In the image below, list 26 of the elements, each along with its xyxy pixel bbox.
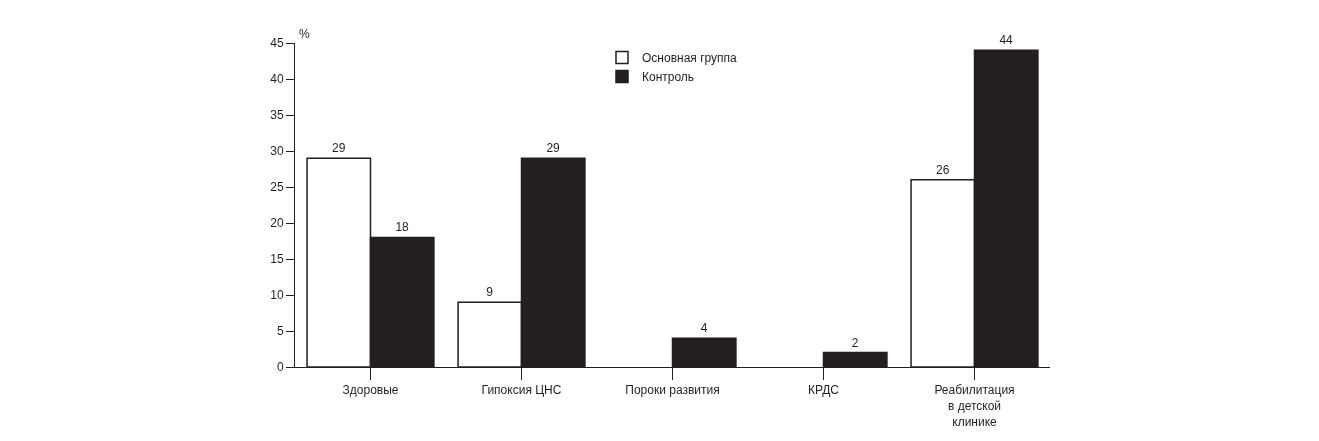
legend-label: Основная группа [642, 51, 738, 66]
data-label: 44 [999, 33, 1014, 48]
legend-label: Контроль [642, 70, 695, 85]
x-tick-label: Здоровые [342, 383, 399, 398]
x-tick-label: Пороки развития [625, 383, 720, 398]
data-label: 4 [700, 321, 708, 336]
x-tick-label: Гипоксия ЦНС [481, 383, 562, 398]
x-tick-label: КРДС [808, 383, 840, 398]
data-label: 18 [395, 220, 410, 235]
y-tick-label: 15 [270, 252, 284, 267]
y-tick-label: 25 [270, 180, 284, 195]
y-tick-label: 45 [270, 36, 284, 51]
data-label: 26 [935, 162, 950, 177]
data-label: 29 [546, 141, 561, 156]
data-label: 2 [851, 335, 859, 350]
y-tick-label: 0 [276, 360, 284, 375]
x-tick-label: Реабилитация в детской клинике [934, 383, 1015, 429]
data-label: 9 [486, 285, 494, 300]
data-label: 29 [331, 141, 346, 156]
y-tick-label: 20 [270, 216, 284, 231]
y-tick-label: 35 [270, 108, 284, 123]
y-tick-label: 5 [276, 324, 284, 339]
y-tick-label: 30 [270, 144, 284, 159]
y-tick-label: 40 [270, 72, 284, 87]
y-tick-label: 10 [270, 288, 284, 303]
y-axis-title: % [299, 27, 310, 41]
